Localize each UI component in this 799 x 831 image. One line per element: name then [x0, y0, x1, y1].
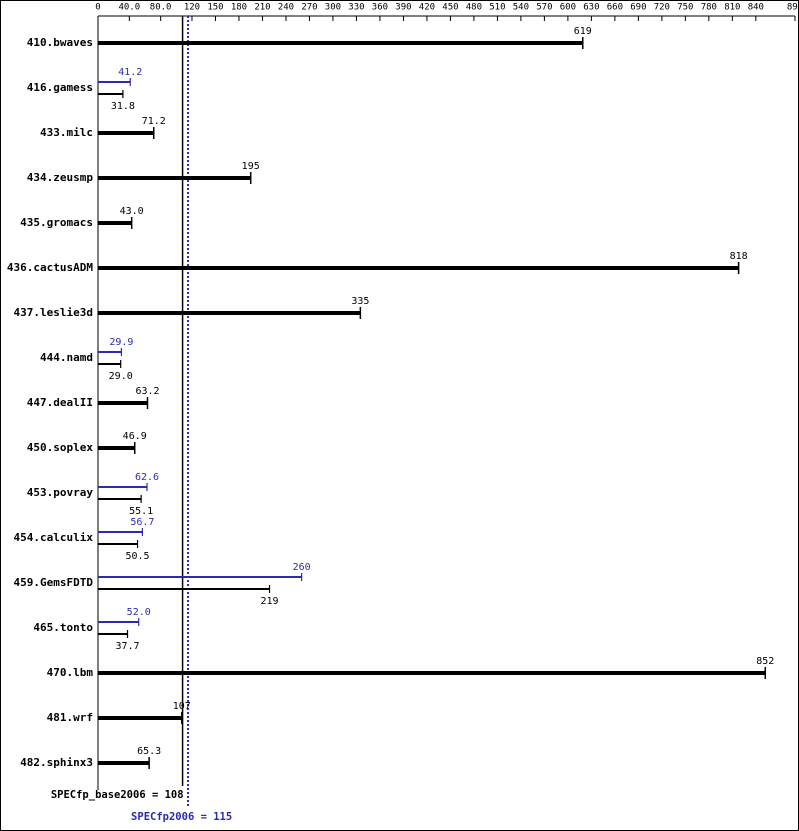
value-label: 50.5	[126, 551, 150, 562]
bar	[98, 486, 148, 488]
x-tick-label: 540	[513, 3, 529, 13]
value-label: 46.9	[123, 431, 147, 442]
x-tick-label: 780	[701, 3, 717, 13]
category-label: 447.dealII	[27, 396, 93, 409]
reference-label: SPECfp_base2006 = 108	[51, 789, 184, 801]
bar	[98, 543, 138, 545]
bar	[98, 498, 142, 500]
bar	[98, 576, 302, 578]
bar	[98, 363, 121, 365]
bar	[98, 311, 361, 315]
bar	[98, 176, 251, 180]
category-label: 453.povray	[27, 486, 94, 499]
x-tick-label: 120	[184, 3, 200, 13]
value-label: 195	[242, 161, 260, 172]
x-tick-label: 570	[536, 3, 552, 13]
category-label: 436.cactusADM	[7, 261, 93, 274]
x-tick-label: 720	[654, 3, 670, 13]
bar	[98, 41, 583, 45]
value-label: 852	[756, 656, 774, 667]
x-tick-label: 750	[677, 3, 693, 13]
category-label: 435.gromacs	[20, 216, 93, 229]
value-label: 29.9	[109, 337, 133, 348]
category-label: 459.GemsFDTD	[14, 576, 94, 589]
category-label: 450.soplex	[27, 441, 94, 454]
value-label: 31.8	[111, 101, 135, 112]
x-tick-label: 0	[95, 3, 100, 13]
value-label: 63.2	[135, 386, 159, 397]
bar	[98, 716, 182, 720]
bar	[98, 633, 128, 635]
x-tick-label: 600	[560, 3, 576, 13]
value-label: 818	[730, 251, 748, 262]
value-label: 43.0	[120, 206, 144, 217]
bar	[98, 93, 123, 95]
bar	[98, 81, 131, 83]
category-label: 416.gamess	[27, 81, 93, 94]
value-label: 29.0	[109, 371, 133, 382]
x-tick-label: 300	[325, 3, 341, 13]
x-tick-label: 480	[466, 3, 482, 13]
value-label: 56.7	[130, 517, 154, 528]
value-label: 55.1	[129, 506, 153, 517]
category-label: 481.wrf	[47, 711, 93, 724]
x-tick-label: 810	[724, 3, 740, 13]
value-label: 65.3	[137, 746, 161, 757]
value-label: 52.0	[127, 607, 151, 618]
bar	[98, 131, 154, 135]
x-tick-label: 840	[748, 3, 764, 13]
x-tick-label: 890	[787, 3, 799, 13]
bar	[98, 401, 148, 405]
x-tick-label: 180	[231, 3, 247, 13]
x-tick-label: 240	[278, 3, 294, 13]
x-tick-label: 330	[348, 3, 364, 13]
bar	[98, 446, 135, 450]
x-tick-label: 510	[489, 3, 505, 13]
x-tick-label: 420	[419, 3, 435, 13]
x-tick-label: 450	[442, 3, 458, 13]
bar	[98, 588, 270, 590]
x-tick-label: 690	[630, 3, 646, 13]
x-tick-label: 150	[207, 3, 223, 13]
x-tick-label: 40.0	[118, 3, 140, 13]
value-label: 41.2	[118, 67, 142, 78]
value-label: 107	[173, 701, 191, 712]
category-label: 470.lbm	[47, 666, 94, 679]
value-label: 335	[351, 296, 369, 307]
value-label: 260	[293, 562, 311, 573]
bar	[98, 671, 766, 675]
category-label: 433.milc	[40, 126, 93, 139]
value-label: 37.7	[115, 641, 139, 652]
x-tick-label: 390	[395, 3, 411, 13]
x-tick-label: 660	[607, 3, 623, 13]
category-label: 465.tonto	[33, 621, 93, 634]
category-label: 482.sphinx3	[20, 756, 93, 769]
value-label: 71.2	[142, 116, 166, 127]
x-tick-label: 80.0	[150, 3, 172, 13]
x-tick-label: 210	[254, 3, 270, 13]
category-label: 437.leslie3d	[14, 306, 93, 319]
value-label: 219	[260, 596, 278, 607]
bar	[98, 221, 132, 225]
category-label: 454.calculix	[14, 531, 94, 544]
value-label: 619	[574, 26, 592, 37]
bar	[98, 266, 739, 270]
bar	[98, 621, 139, 623]
x-tick-label: 630	[583, 3, 599, 13]
bar	[98, 531, 143, 533]
bar	[98, 351, 122, 353]
category-label: 434.zeusmp	[27, 171, 94, 184]
value-label: 62.6	[135, 472, 159, 483]
reference-label: SPECfp2006 = 115	[131, 811, 232, 823]
category-label: 444.namd	[40, 351, 93, 364]
category-label: 410.bwaves	[27, 36, 93, 49]
x-tick-label: 270	[301, 3, 317, 13]
bar	[98, 761, 150, 765]
x-tick-label: 360	[372, 3, 388, 13]
